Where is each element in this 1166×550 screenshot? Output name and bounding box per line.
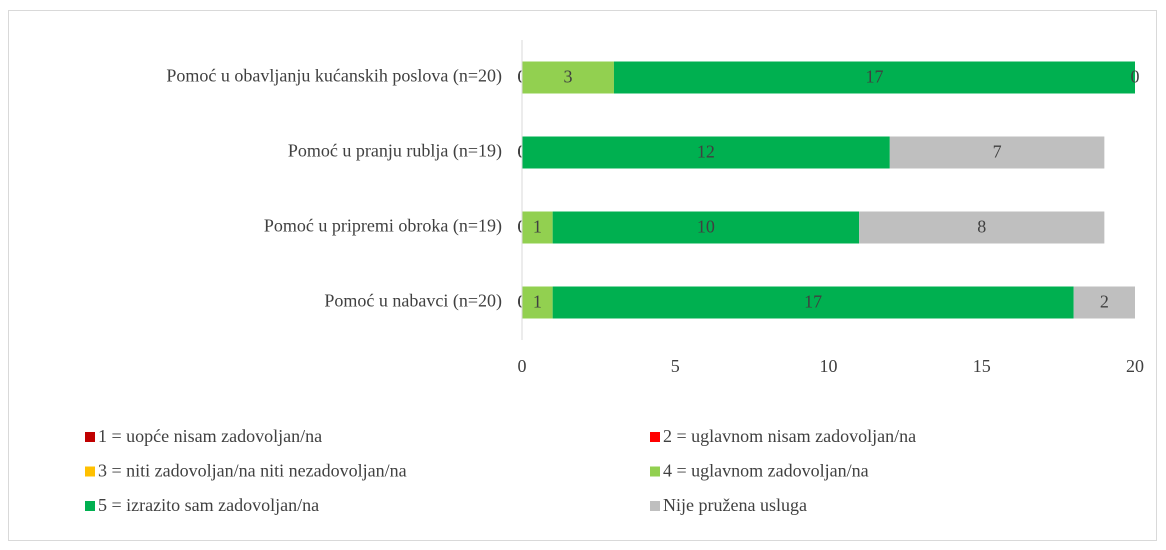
data-label: 17 bbox=[804, 292, 822, 312]
legend-label: 2 = uglavnom nisam zadovoljan/na bbox=[663, 426, 916, 446]
legend-swatch bbox=[650, 466, 660, 477]
bar-segment bbox=[522, 211, 553, 244]
y-tick-label: Pomoć u nabavci (n=20) bbox=[324, 291, 502, 312]
x-tick-label: 5 bbox=[671, 356, 680, 376]
legend-label: 3 = niti zadovoljan/na niti nezadovoljan… bbox=[98, 461, 407, 481]
legend-swatch bbox=[650, 432, 660, 442]
x-tick-label: 20 bbox=[1126, 356, 1144, 376]
y-tick-label: Pomoć u obavljanju kućanskih poslova (n=… bbox=[166, 66, 502, 87]
bar-segment bbox=[552, 286, 1074, 319]
data-label: 7 bbox=[993, 142, 1002, 162]
legend-swatch bbox=[650, 501, 660, 511]
bar-segment bbox=[859, 211, 1105, 244]
bar-segment bbox=[552, 211, 860, 244]
chart-border bbox=[8, 10, 1157, 541]
legend-swatch bbox=[85, 501, 95, 511]
legend-label: 4 = uglavnom zadovoljan/na bbox=[663, 461, 869, 481]
bar-segment bbox=[522, 286, 553, 319]
data-label: 17 bbox=[865, 67, 883, 87]
legend-label: 5 = izrazito sam zadovoljan/na bbox=[98, 495, 319, 515]
legend-swatch bbox=[85, 466, 95, 477]
bar-segment bbox=[613, 61, 1135, 94]
x-tick-label: 15 bbox=[973, 356, 991, 376]
data-label: 3 bbox=[563, 67, 572, 87]
y-tick-label: Pomoć u pripremi obroka (n=19) bbox=[264, 216, 502, 237]
bar-segment bbox=[522, 136, 890, 169]
data-label: 2 bbox=[1100, 292, 1109, 312]
legend-swatch bbox=[85, 432, 95, 442]
bar-segment bbox=[1073, 286, 1135, 319]
data-label: 8 bbox=[977, 217, 986, 237]
bar-segment bbox=[522, 61, 614, 94]
x-tick-label: 0 bbox=[518, 356, 527, 376]
data-label: 1 bbox=[533, 217, 542, 237]
legend-label: 1 = uopće nisam zadovoljan/na bbox=[98, 426, 322, 446]
bar-segment bbox=[889, 136, 1105, 169]
data-label: 10 bbox=[697, 217, 715, 237]
data-label: 12 bbox=[697, 142, 715, 162]
y-tick-label: Pomoć u pranju rublja (n=19) bbox=[288, 141, 502, 162]
legend-label: Nije pružena usluga bbox=[663, 495, 807, 515]
x-tick-label: 10 bbox=[820, 356, 838, 376]
data-label: 1 bbox=[533, 292, 542, 312]
data-label: 0 bbox=[1131, 67, 1140, 87]
